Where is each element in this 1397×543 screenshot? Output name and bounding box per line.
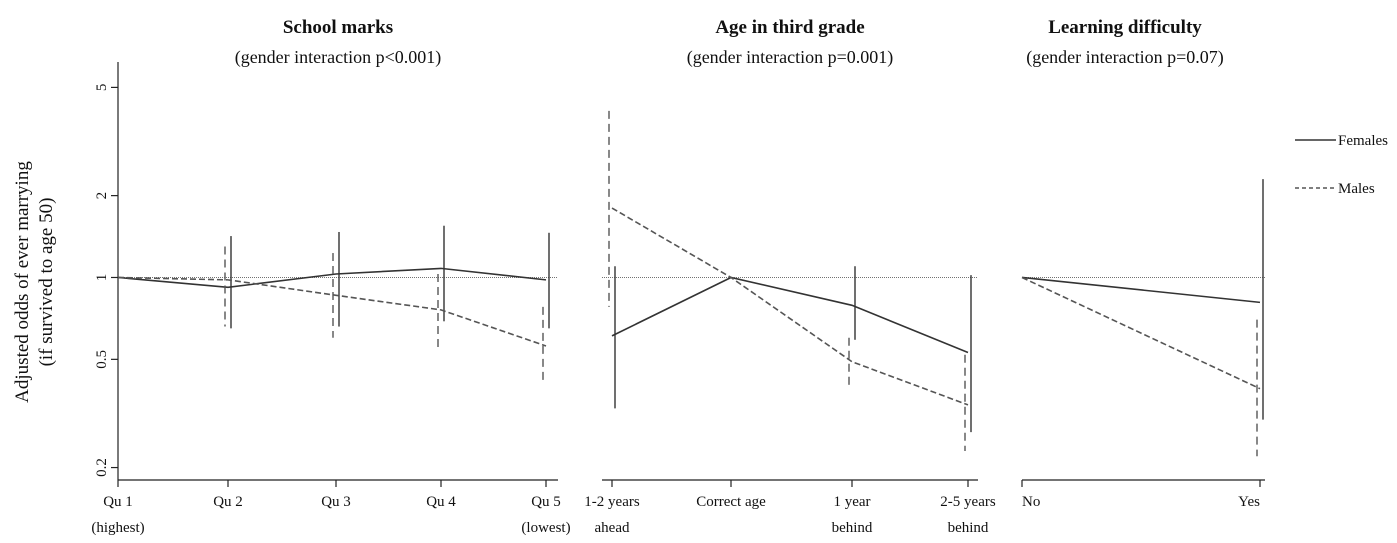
x-tick-sublabel: behind	[832, 520, 873, 536]
series-males	[1021, 276, 1261, 457]
x-tick-label: 2-5 years	[940, 494, 996, 510]
panel-title: School marks	[283, 17, 393, 38]
series-line	[611, 276, 969, 354]
x-tick-label: Qu 4	[426, 494, 456, 510]
x-tick-sublabel: (highest)	[91, 520, 144, 536]
x-tick-sublabel: (lowest)	[521, 520, 570, 536]
y-axis-label: Adjusted odds of ever marrying (if surviv…	[12, 161, 57, 403]
x-tick-label: Yes	[1238, 494, 1260, 510]
y-tick-label: 1	[94, 274, 110, 282]
y-tick-label: 5	[94, 84, 110, 92]
x-tick-sublabel: behind	[948, 520, 989, 536]
x-tick-sublabel: ahead	[595, 520, 630, 536]
x-tick-label: Qu 1	[103, 494, 133, 510]
panel-subtitle: (gender interaction p=0.07)	[1026, 47, 1224, 68]
x-tick-label: No	[1022, 494, 1040, 510]
y-tick-label: 2	[94, 192, 110, 200]
series-line	[117, 276, 547, 347]
x-tick-label: Qu 2	[213, 494, 243, 510]
series-females	[1021, 179, 1264, 420]
series-females	[117, 225, 550, 329]
legend-label-females: Females	[1338, 133, 1388, 149]
series-line	[1021, 276, 1261, 390]
panel-1: School marks (gender interaction p<0.001)…	[91, 17, 570, 536]
panel-3: Learning difficulty (gender interaction p…	[1021, 17, 1265, 510]
legend: Females Males	[1295, 133, 1388, 197]
x-tick-label: 1-2 years	[584, 494, 640, 510]
series-males	[117, 246, 547, 383]
x-tick-label: Correct age	[696, 494, 766, 510]
panels: School marks (gender interaction p<0.001)…	[91, 17, 1265, 536]
series-males	[608, 110, 969, 452]
x-tick-label: Qu 5	[531, 494, 561, 510]
series-line	[117, 267, 547, 289]
panel-subtitle: (gender interaction p<0.001)	[235, 47, 442, 68]
y-tick-label: 0.2	[94, 458, 110, 477]
x-tick-label: Qu 3	[321, 494, 351, 510]
panel-title: Age in third grade	[715, 17, 864, 38]
panel-title: Learning difficulty	[1048, 17, 1202, 38]
panel-subtitle: (gender interaction p=0.001)	[687, 47, 894, 68]
y-tick-label: 0.5	[94, 350, 110, 369]
legend-label-males: Males	[1338, 181, 1375, 197]
panel-2: Age in third grade (gender interaction p=…	[584, 17, 996, 536]
series-line	[1021, 276, 1261, 304]
series-line	[611, 207, 969, 406]
y-axis-label-line-1: Adjusted odds of ever marrying	[12, 161, 33, 403]
series-females	[611, 266, 972, 433]
y-axis-label-line-2: (if survived to age 50)	[36, 198, 57, 367]
x-tick-label: 1 year	[833, 494, 870, 510]
